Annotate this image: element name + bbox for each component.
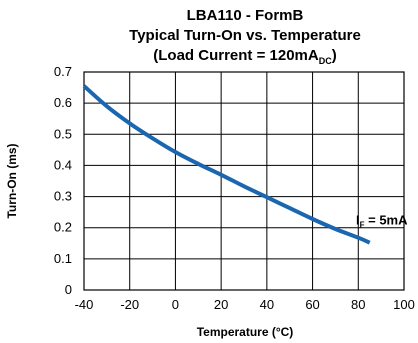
chart-title-line-3-subscript: DC bbox=[319, 56, 332, 66]
y-tick-label-7: 0.7 bbox=[54, 64, 72, 79]
annotation-prefix: I bbox=[356, 213, 360, 228]
x-tick-label-5: 60 bbox=[305, 297, 319, 312]
chart-title-line-3: (Load Current = 120mADC) bbox=[153, 47, 336, 66]
y-tick-labels: 0 0.1 0.2 0.3 0.4 0.5 0.6 0.7 bbox=[54, 64, 72, 297]
forward-current-annotation: IF = 5mA bbox=[356, 213, 408, 230]
y-tick-label-5: 0.5 bbox=[54, 126, 72, 141]
x-tick-label-2: 0 bbox=[172, 297, 179, 312]
annotation-suffix: = 5mA bbox=[365, 213, 409, 228]
annotation-subscript: F bbox=[360, 221, 365, 230]
y-tick-label-3: 0.3 bbox=[54, 189, 72, 204]
chart-title-line-1: LBA110 - FormB bbox=[187, 7, 304, 24]
x-tick-label-6: 80 bbox=[351, 297, 365, 312]
chart-title-line-3-suffix: ) bbox=[332, 47, 337, 64]
x-tick-labels: -40 -20 0 20 40 60 80 100 bbox=[75, 297, 415, 312]
x-tick-label-3: 20 bbox=[214, 297, 228, 312]
chart-title-line-3-prefix: (Load Current = 120mA bbox=[153, 47, 319, 64]
plot-frame bbox=[83, 71, 405, 291]
y-tick-label-6: 0.6 bbox=[54, 95, 72, 110]
series-layer bbox=[82, 84, 371, 245]
x-axis-label: Temperature (°C) bbox=[197, 325, 294, 339]
x-tick-label-1: -20 bbox=[120, 297, 139, 312]
y-tick-label-4: 0.4 bbox=[54, 157, 72, 172]
y-tick-label-0: 0 bbox=[65, 282, 72, 297]
x-tick-label-0: -40 bbox=[75, 297, 94, 312]
chart-title-line-2: Typical Turn-On vs. Temperature bbox=[129, 27, 361, 44]
chart-title: LBA110 - FormB Typical Turn-On vs. Tempe… bbox=[129, 7, 361, 66]
y-tick-label-2: 0.2 bbox=[54, 220, 72, 235]
chart-grid bbox=[83, 71, 405, 291]
series-line-0 bbox=[82, 84, 371, 245]
x-tick-label-4: 40 bbox=[260, 297, 274, 312]
y-axis-label: Turn-On (ms) bbox=[5, 143, 19, 218]
x-tick-label-7: 100 bbox=[393, 297, 415, 312]
y-tick-label-1: 0.1 bbox=[54, 251, 72, 266]
